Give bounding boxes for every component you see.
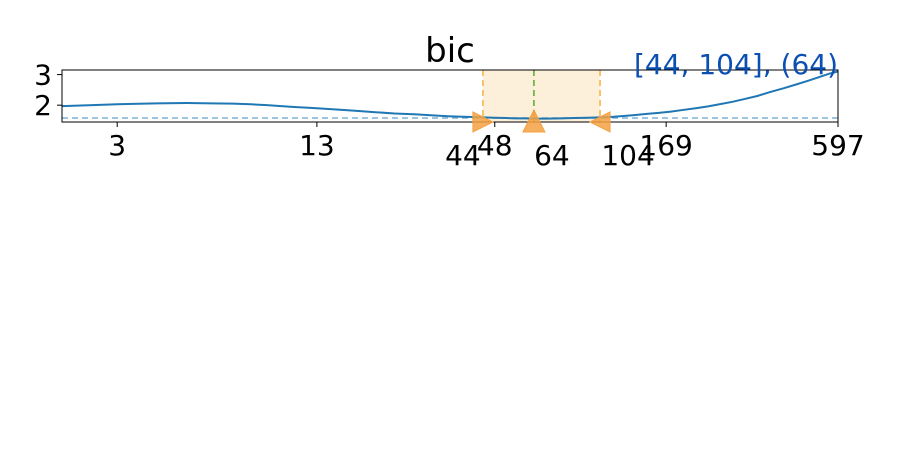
interval-high-label: 104 — [601, 139, 654, 172]
x-tick-label: 13 — [299, 129, 335, 162]
interval-annotation: [44, 104], (64) — [634, 48, 838, 81]
chart-title: bic — [425, 31, 475, 71]
x-tick-label: 169 — [639, 129, 692, 162]
interval-high-marker — [588, 111, 611, 133]
y-tick-label: 2 — [34, 89, 52, 122]
x-tick-label: 48 — [477, 129, 513, 162]
series-line — [61, 70, 839, 120]
x-tick-label: 597 — [811, 129, 864, 162]
x-tick-label: 3 — [108, 129, 126, 162]
interval-low-label: 44 — [445, 139, 481, 172]
best-marker — [522, 108, 546, 133]
interval-band — [482, 70, 601, 122]
axes-frame — [61, 69, 839, 123]
interval-low-marker — [472, 111, 495, 133]
y-tick-label: 3 — [34, 59, 52, 92]
best-label: 64 — [534, 139, 570, 172]
